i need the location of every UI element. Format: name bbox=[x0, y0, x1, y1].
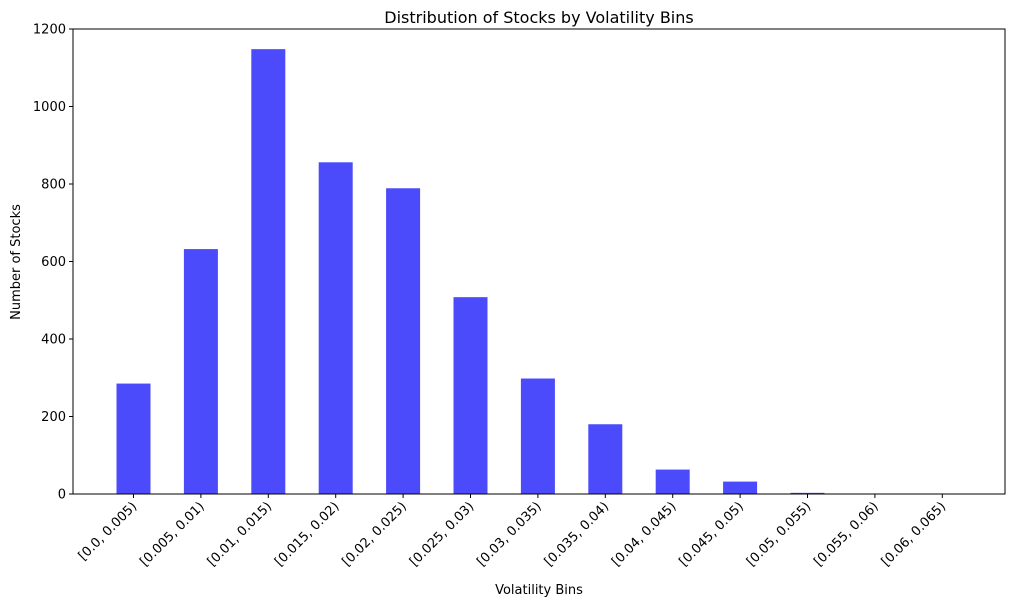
x-tick-label-12: [0.06, 0.065) bbox=[879, 499, 949, 569]
x-tick-label-2: [0.01, 0.015) bbox=[205, 499, 275, 569]
x-tick-label-11: [0.055, 0.06) bbox=[811, 499, 881, 569]
bar-10 bbox=[790, 492, 825, 494]
y-tick-label-6: 1200 bbox=[33, 23, 66, 38]
bar-2 bbox=[251, 49, 286, 495]
chart-title: Distribution of Stocks by Volatility Bin… bbox=[384, 8, 693, 27]
x-tick-label-0: [0.0, 0.005) bbox=[76, 499, 141, 564]
bar-4 bbox=[386, 188, 421, 494]
y-tick-label-2: 400 bbox=[41, 333, 66, 348]
x-tick-label-9: [0.045, 0.05) bbox=[677, 499, 747, 569]
x-tick-label-8: [0.04, 0.045) bbox=[609, 499, 679, 569]
x-tick-label-10: [0.05, 0.055) bbox=[744, 499, 814, 569]
y-tick-label-5: 1000 bbox=[33, 100, 66, 115]
bar-1 bbox=[183, 249, 218, 494]
x-tick-label-6: [0.03, 0.035) bbox=[474, 499, 544, 569]
x-tick-label-7: [0.035, 0.04) bbox=[542, 499, 612, 569]
plot-area: 0 200 400 600 800 1000 1200 [0.0, 0.005)[0.005,… bbox=[33, 23, 949, 570]
bar-8 bbox=[655, 469, 690, 494]
bar-6 bbox=[520, 378, 555, 494]
x-tick-label-5: [0.025, 0.03) bbox=[407, 499, 477, 569]
y-tick-label-0: 0 bbox=[58, 488, 66, 503]
bar-3 bbox=[318, 162, 353, 495]
y-tick-label-1: 200 bbox=[41, 410, 66, 425]
bar-9 bbox=[723, 481, 758, 494]
y-tick-label-3: 600 bbox=[41, 255, 66, 270]
bar-5 bbox=[453, 297, 488, 494]
plot-frame bbox=[72, 28, 1006, 495]
x-axis-label: Volatility Bins bbox=[495, 583, 583, 598]
bar-0 bbox=[116, 383, 151, 494]
y-axis-label: Number of Stocks bbox=[9, 204, 24, 320]
x-tick-label-3: [0.015, 0.02) bbox=[272, 499, 342, 569]
bar-7 bbox=[588, 424, 623, 494]
x-tick-label-1: [0.005, 0.01) bbox=[137, 499, 207, 569]
y-tick-label-4: 800 bbox=[41, 178, 66, 193]
x-tick-label-4: [0.02, 0.025) bbox=[340, 499, 410, 569]
